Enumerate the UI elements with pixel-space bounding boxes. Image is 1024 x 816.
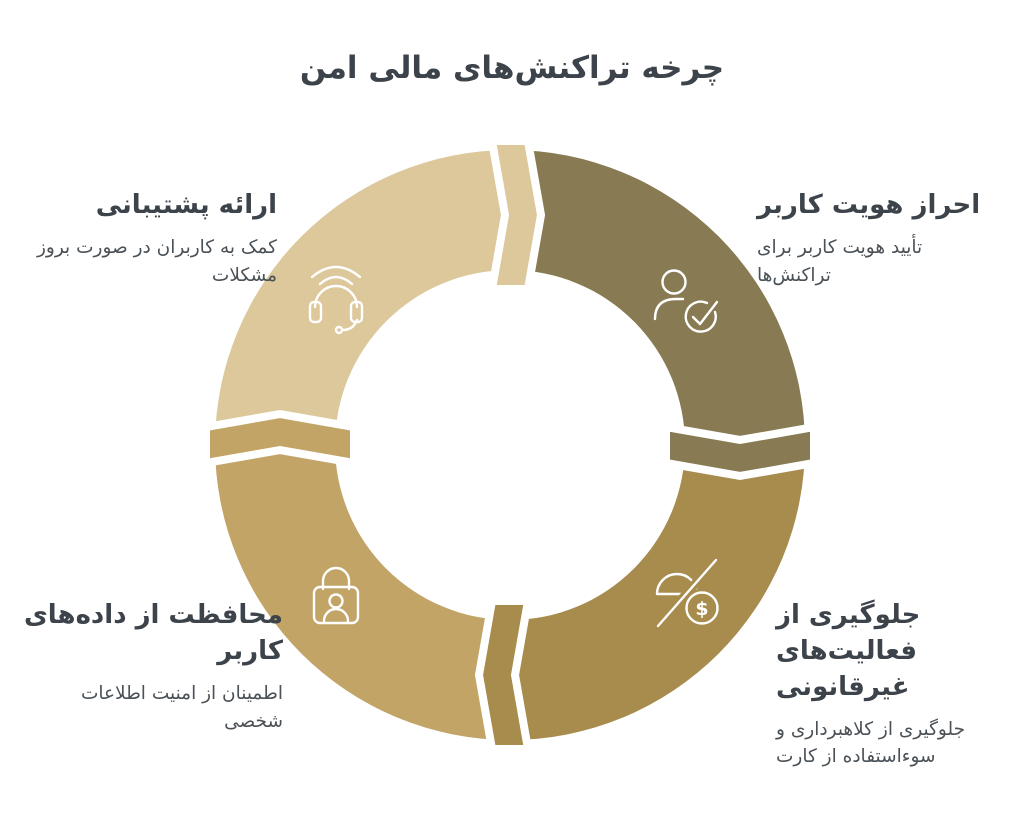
step-support: ارائه پشتیبانی کمک به کاربران در صورت بر… [0,188,277,289]
signal-wave-inner [318,275,354,286]
lock-body [312,585,360,625]
step-fraud-prevention: جلوگیری از فعالیت‌های غیرقانونی جلوگیری … [776,598,1021,771]
step-fraud-prevention-description: جلوگیری از کلاهبرداری و سوءاستفاده از کا… [776,718,966,768]
step-data-protection: محافظت از داده‌های کاربر اطمینان از امنی… [0,598,283,735]
slash-line [656,558,718,628]
mic-boom [341,318,359,332]
step-data-protection-description: اطمینان از امنیت اطلاعات شخصی [80,682,283,732]
lock-user-head [328,593,344,609]
dollar-coin-ring [685,591,719,625]
headband [313,284,359,309]
ear-cup-left [308,300,323,324]
check-mark [691,300,719,326]
lock-user-icon [312,566,360,625]
step-authentication: احراز هویت کاربر تأیید هویت کاربر برای ت… [757,188,1017,289]
step-data-protection-heading: محافظت از داده‌های کاربر [23,600,283,666]
step-fraud-prevention-heading: جلوگیری از فعالیت‌های غیرقانونی [776,600,921,702]
user-head [661,269,687,295]
step-support-description: کمک به کاربران در صورت بروز مشکلات [36,236,277,286]
check-circle [684,300,717,333]
lock-user-shoulders [322,607,350,623]
step-authentication-description: تأیید هویت کاربر برای تراکنش‌ها [757,236,923,286]
lock-shackle [321,566,351,591]
dollar-symbol: $ [695,598,708,620]
user-shoulders [653,297,685,321]
no-fraud-icon: $ [653,555,722,631]
step-support-heading: ارائه پشتیبانی [95,190,277,220]
step-authentication-heading: احراز هویت کاربر [757,190,981,220]
headset-icon [308,265,364,335]
dollar-coin-gap [682,588,722,628]
page-title: چرخه تراکنش‌های مالی امن [299,50,725,86]
user-check-icon [653,269,719,333]
mic-tip [334,325,344,335]
signal-wave-outer [310,265,362,279]
